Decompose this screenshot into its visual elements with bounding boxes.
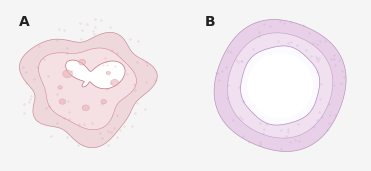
Ellipse shape: [58, 86, 62, 89]
Circle shape: [247, 53, 313, 118]
Text: A: A: [19, 15, 30, 29]
Ellipse shape: [111, 79, 119, 86]
Ellipse shape: [82, 105, 89, 111]
Text: B: B: [204, 15, 215, 29]
Ellipse shape: [106, 71, 111, 75]
Ellipse shape: [78, 59, 86, 65]
Polygon shape: [20, 32, 157, 148]
Polygon shape: [240, 46, 320, 125]
Polygon shape: [66, 60, 125, 89]
Ellipse shape: [101, 99, 106, 104]
Ellipse shape: [63, 70, 72, 78]
Polygon shape: [39, 48, 137, 130]
Polygon shape: [227, 33, 333, 138]
Ellipse shape: [59, 99, 66, 104]
Polygon shape: [214, 19, 346, 152]
